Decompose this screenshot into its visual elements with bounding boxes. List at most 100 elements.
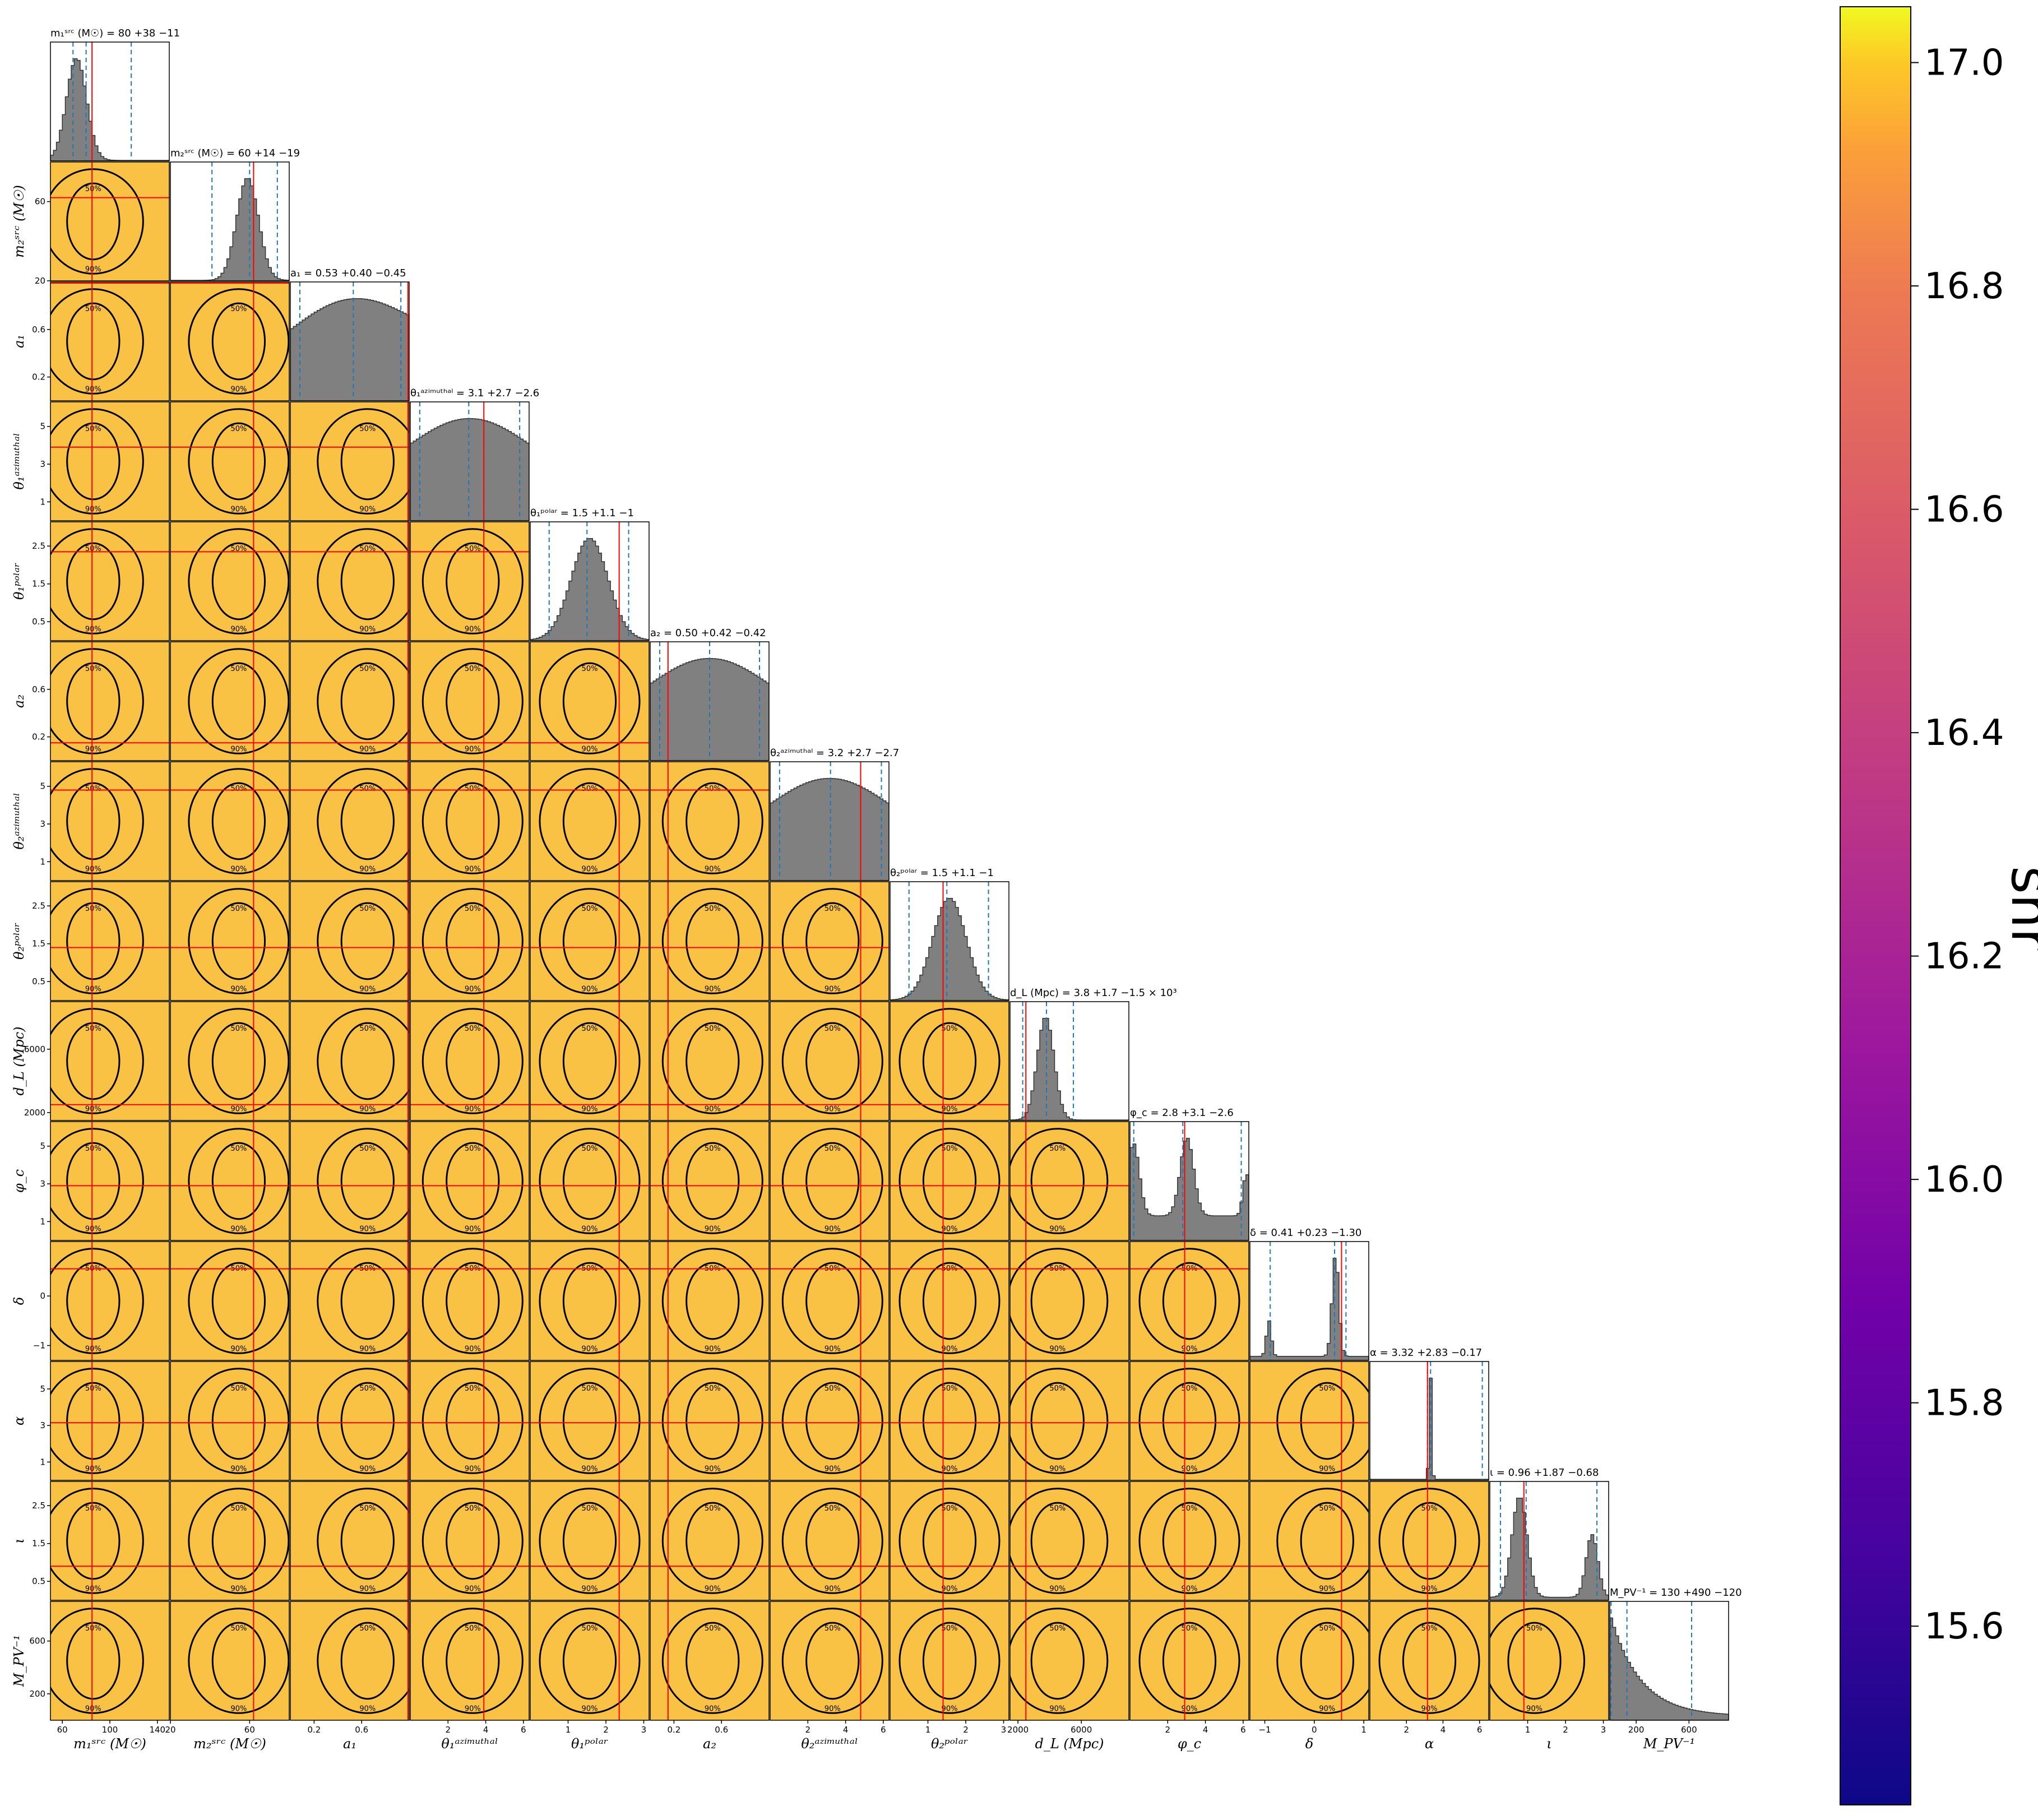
x-axis-label-iota: ι [1546, 1736, 1551, 1752]
contour-50 [211, 1022, 266, 1100]
scatter-density [650, 1242, 769, 1360]
panel-phic-m2: 50% 90% [170, 1121, 290, 1241]
contour-label-50: 50% [582, 1384, 598, 1393]
scatter-density [770, 882, 889, 1001]
panel-title-alpha: α = 3.32 +2.83 −0.17 [1370, 1347, 1482, 1359]
contour-label-90: 90% [1049, 1465, 1066, 1473]
y-tick-label: 0 [40, 1291, 45, 1301]
panel-th1p-m2: 50%90% [170, 521, 290, 641]
contour-label-90: 90% [465, 1225, 481, 1233]
contour-90 [1010, 1248, 1109, 1354]
panel-mpv-iota: 50% 90% 1 2 3 ι [1489, 1601, 1609, 1752]
contour-50 [211, 1262, 266, 1340]
panel-th1a-a1: 50% 90% [290, 401, 410, 521]
x-axis-label-m2: m₂ˢʳᶜ (M☉) [193, 1736, 266, 1752]
panel-frame [530, 521, 650, 641]
contour-50 [685, 902, 740, 980]
panel-alpha-a2: 50% 90% [650, 1361, 770, 1481]
panel-delta-th2p: 50%90% [890, 1241, 1009, 1361]
panel-frame [650, 1361, 770, 1481]
contour-50 [562, 662, 617, 740]
scatter-density [1250, 1481, 1369, 1600]
contour-50 [340, 1622, 395, 1700]
contour-label-50: 50% [465, 1624, 481, 1633]
contour-50 [340, 1022, 395, 1100]
scatter-density [890, 1002, 1009, 1120]
contour-90 [422, 648, 524, 754]
colorbar-tick-label: 16.6 [1924, 489, 2004, 531]
contour-50 [1030, 1142, 1085, 1220]
panel-frame [530, 1481, 650, 1601]
scatter-density [890, 1481, 1009, 1600]
contour-label-50: 50% [359, 1025, 376, 1033]
contour-50 [211, 782, 266, 860]
panel-iota-alpha: 50% 90% [1369, 1481, 1489, 1601]
x-tick-label: 0 [1312, 1725, 1317, 1735]
panel-a1-a1: a₁ = 0.53 +0.40 −0.45 [290, 267, 410, 401]
contour-label-50: 50% [1319, 1504, 1335, 1513]
contour-label-90: 90% [582, 865, 598, 873]
contour-label-50: 50% [359, 785, 376, 793]
panel-alpha-alpha: α = 3.32 +2.83 −0.17 [1369, 1347, 1489, 1481]
contour-label-50: 50% [705, 1624, 721, 1633]
panel-frame [170, 1121, 290, 1241]
panel-frame [50, 161, 170, 281]
scatter-density [170, 1361, 289, 1480]
contour-label-90: 90% [465, 865, 481, 873]
contour-50 [66, 662, 121, 740]
contour-label-90: 90% [1319, 1465, 1335, 1473]
contour-label-50: 50% [85, 785, 101, 793]
contour-label-50: 50% [705, 1025, 721, 1033]
x-tick-label: 6 [1477, 1725, 1483, 1735]
contour-label-50: 50% [230, 665, 247, 673]
scatter-density [530, 1601, 649, 1720]
scatter-density [890, 1361, 1009, 1480]
contour-50 [340, 1502, 395, 1580]
contour-90 [661, 1128, 763, 1234]
contour-label-50: 50% [465, 665, 481, 673]
contour-90 [422, 1008, 524, 1114]
contour-label-50: 50% [582, 1025, 598, 1033]
x-tick-label: 4 [843, 1725, 849, 1735]
contour-50 [1030, 1382, 1085, 1460]
y-tick-label: 20 [35, 276, 45, 286]
scatter-density [170, 1481, 289, 1600]
y-axis-label-th1p: θ₁ᵖᵒˡᵃʳ [11, 563, 27, 600]
contour-label-90: 90% [359, 865, 376, 873]
x-tick-label: 2 [1165, 1725, 1171, 1735]
panel-frame [170, 761, 290, 881]
panel-frame [770, 1241, 890, 1361]
panel-frame [1249, 1361, 1369, 1481]
contour-label-90: 90% [230, 625, 247, 633]
panel-frame [170, 641, 290, 761]
panel-frame [170, 1481, 290, 1601]
scatter-density [290, 642, 409, 761]
contour-90 [50, 888, 144, 994]
panel-th1a-th1a: θ₁ᵃᶻⁱᵐᵘᵗʰᵃˡ = 3.1 +2.7 −2.6 [410, 387, 539, 521]
y-tick-label: 0.6 [32, 684, 45, 694]
x-tick-label: 2 [446, 1725, 451, 1735]
contour-label-90: 90% [1319, 1585, 1335, 1593]
panel-dl-dl: d_L (Mpc) = 3.8 +1.7 −1.5 × 10³ [1009, 987, 1177, 1121]
scatter-density [50, 1242, 169, 1360]
y-tick-label: 0.2 [32, 372, 45, 382]
contour-50 [66, 542, 121, 620]
panel-phic-a2: 50% 90% [650, 1121, 770, 1241]
panel-mpv-delta: 50% 90% −1 0 1 δ [1249, 1601, 1369, 1752]
scatter-density [650, 1601, 769, 1720]
contour-50 [211, 1142, 266, 1220]
contour-label-90: 90% [705, 1225, 721, 1233]
contour-50 [1162, 1262, 1217, 1340]
panel-frame [290, 641, 410, 761]
panel-frame [170, 161, 290, 281]
panel-iota-th1a: 50% 90% [410, 1481, 530, 1601]
panel-iota-dl: 50% 90% [1009, 1481, 1129, 1601]
y-tick-label: 3 [40, 819, 45, 829]
panel-dl-m2: 50% 90% [170, 1001, 290, 1121]
contour-50 [922, 1382, 977, 1460]
contour-label-90: 90% [230, 1105, 247, 1113]
x-tick-label: 3 [641, 1725, 647, 1735]
y-axis-label-delta: δ [11, 1297, 27, 1305]
scatter-density [1010, 1361, 1129, 1480]
histogram-a1 [290, 298, 409, 401]
